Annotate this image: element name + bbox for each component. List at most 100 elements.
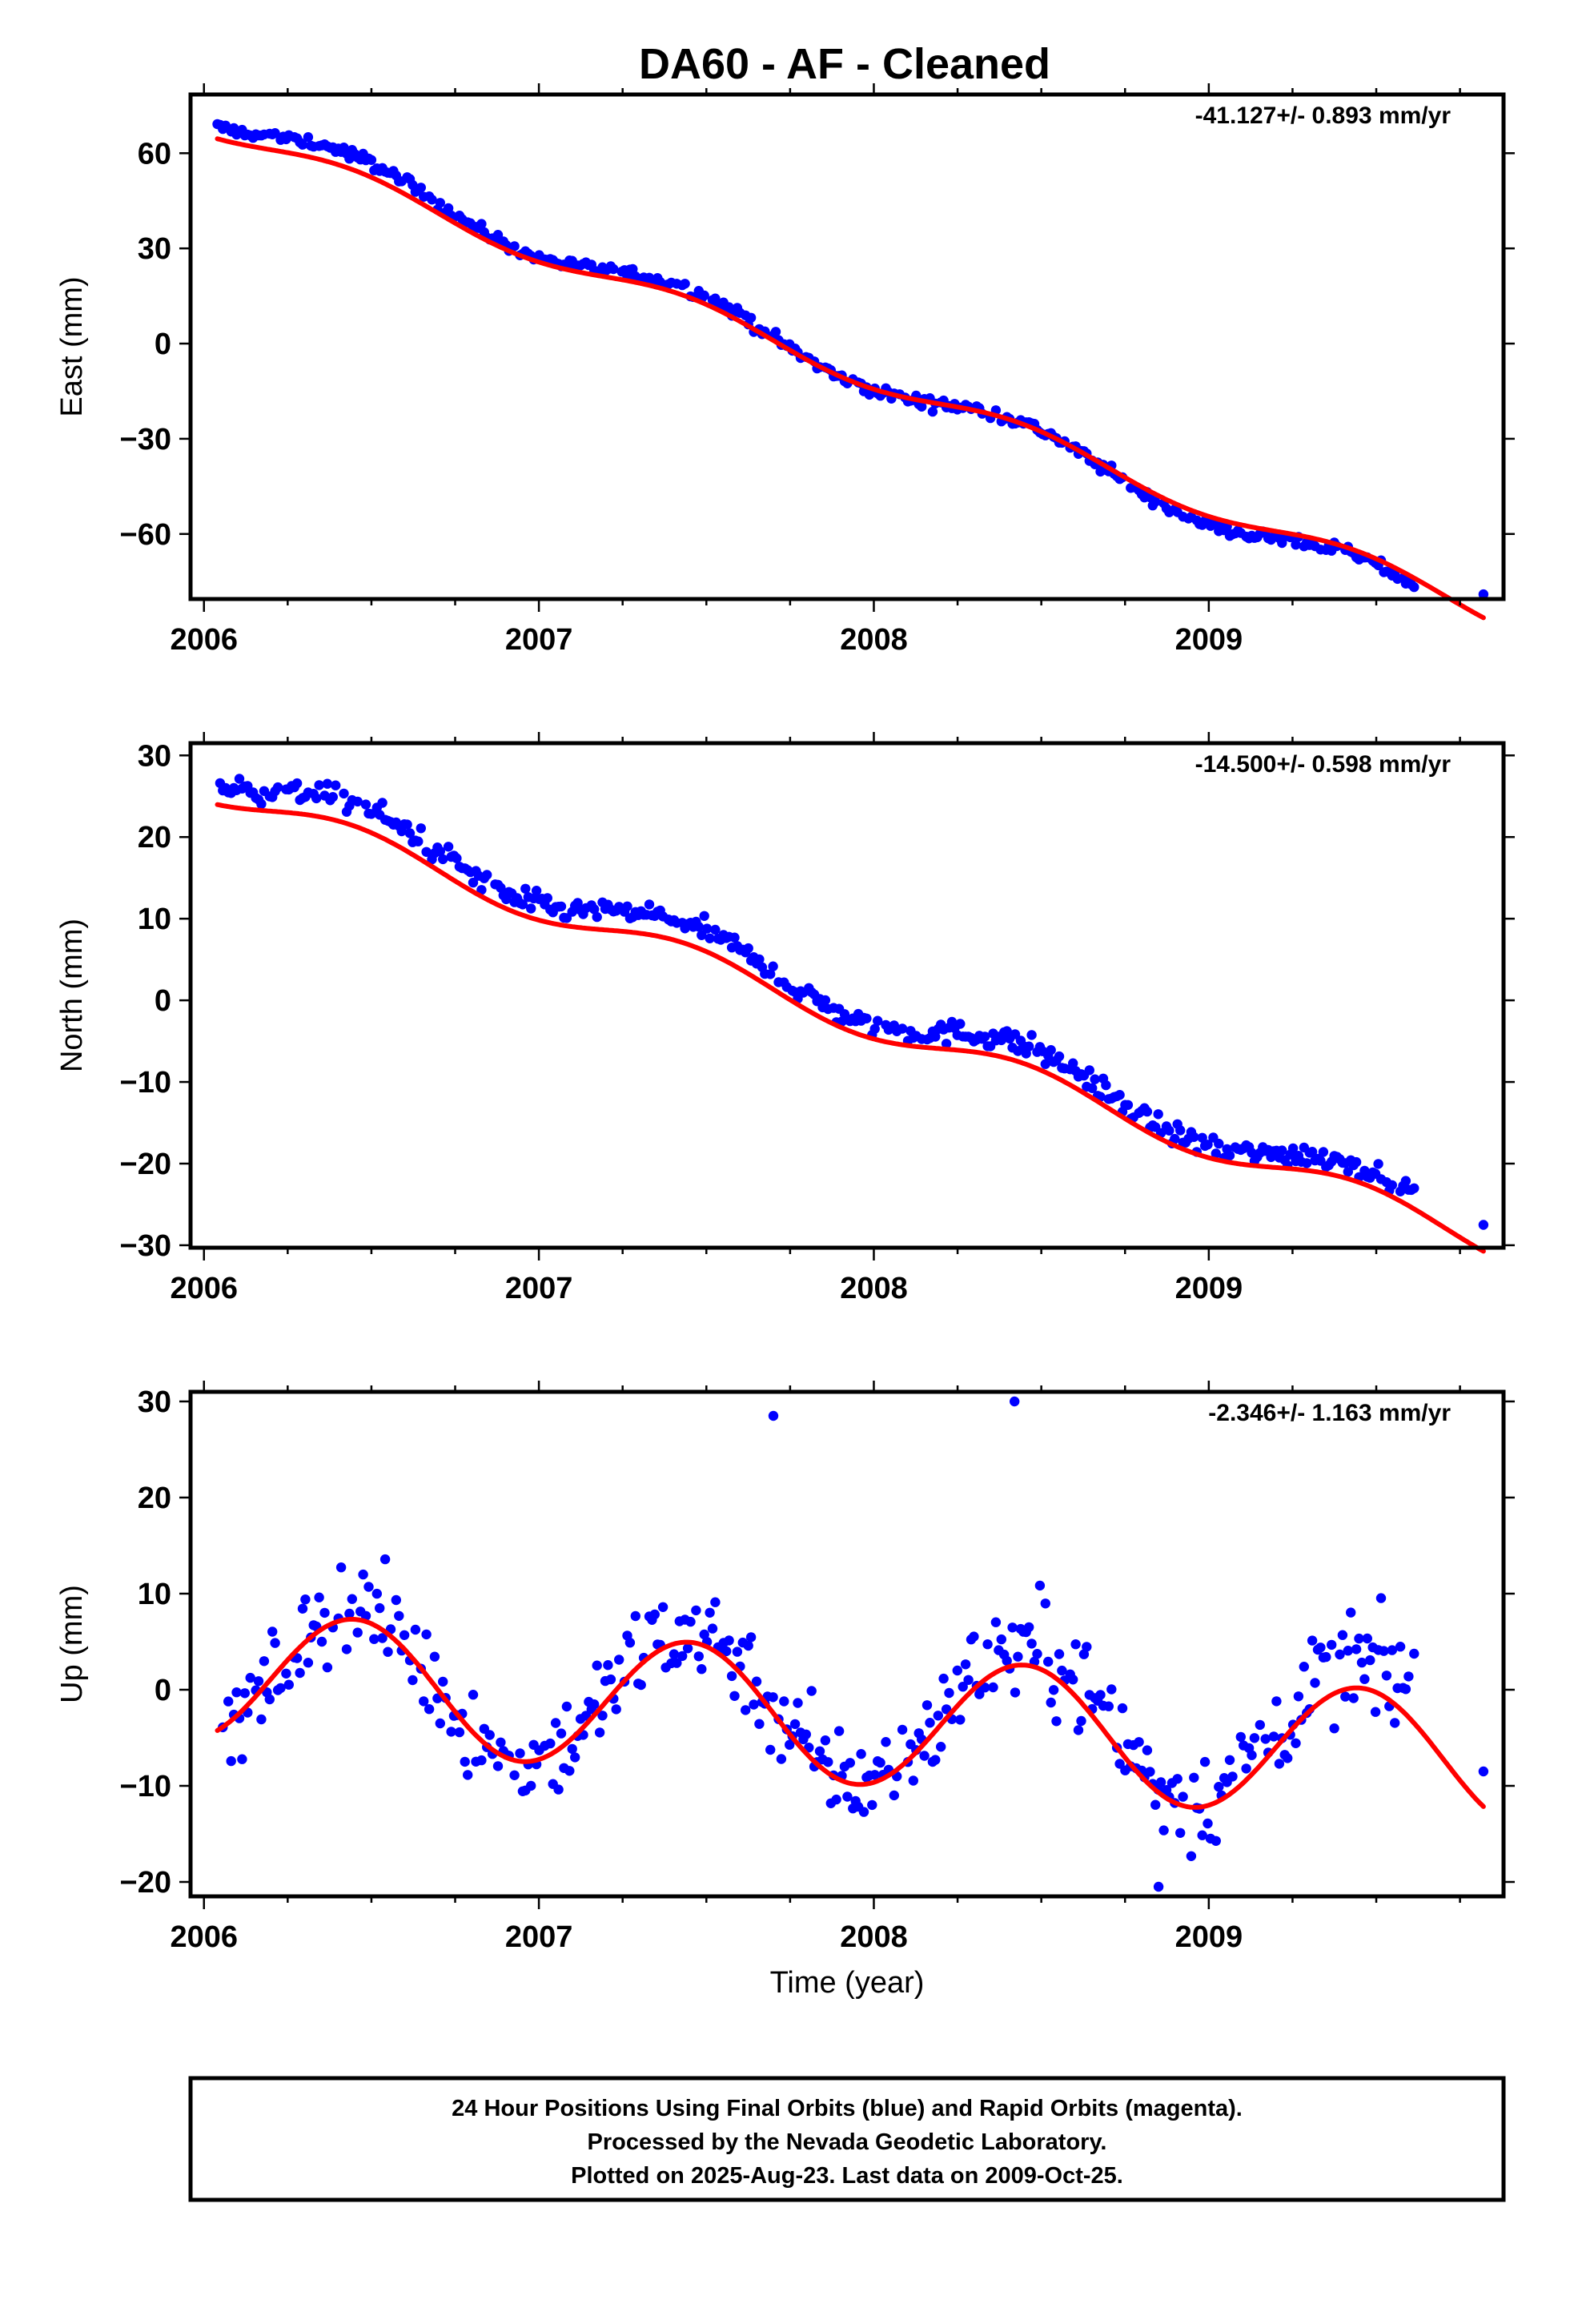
north-data-point [556,901,567,912]
up-data-point [1134,1737,1144,1747]
up-data-point [988,1682,998,1693]
up-data-point [779,1696,789,1707]
north-data-point [1189,1132,1199,1143]
up-data-point [245,1672,255,1683]
footer-line-2: Processed by the Nevada Geodetic Laborat… [588,2129,1107,2155]
north-data-point [754,954,765,965]
up-data-point [270,1638,280,1648]
north-data-point [1084,1065,1095,1076]
up-data-point [697,1664,707,1675]
up-data-point [1299,1662,1310,1672]
north-ytick-label: −10 [120,1066,171,1100]
north-plot-frame [188,741,1506,1250]
up-data-point [1197,1830,1207,1840]
up-data-point [785,1739,795,1750]
north-data-point [1068,1058,1078,1068]
up-data-point [335,1562,347,1573]
up-data-point [858,1807,869,1817]
up-data-point [391,1594,401,1606]
north-data-point [930,1031,941,1042]
up-data-point [283,1679,294,1690]
up-data-point [624,1638,636,1648]
up-data-point [589,1699,600,1710]
north-data-point [1026,1030,1037,1040]
up-data-point [856,1749,866,1759]
north-ytick-label: −30 [120,1229,171,1263]
up-data-point [1172,1774,1182,1784]
up-data-point [842,1791,853,1802]
east-data-point [770,327,781,337]
north-axis-ticks: −30 −20 −10 0 10 20 30 2006 2007 2008 2009 [120,732,1515,1305]
north-data-point [1024,1041,1034,1051]
up-data-point [980,1683,990,1693]
up-data-point [982,1639,993,1650]
up-data-point [1158,1825,1169,1835]
north-data-point [980,1031,990,1042]
up-data-point [371,1588,382,1599]
up-data-point [358,1569,368,1580]
up-xtick-label: 2009 [1175,1920,1243,1954]
up-data-point [823,1757,833,1767]
north-data-point [622,901,632,912]
north-data-point [1040,1059,1051,1069]
north-panel: −30 −20 −10 0 10 20 30 2006 2007 2008 2009 -14.500… [55,732,1515,1305]
east-ytick-label: 30 [138,232,171,266]
up-data-point [1082,1642,1092,1652]
north-data-point [1287,1143,1299,1154]
up-data-point [1337,1630,1348,1640]
up-data-point [1178,1791,1188,1802]
up-data-point [1241,1763,1251,1774]
north-data-point [1387,1180,1398,1191]
up-data-point [691,1605,701,1616]
up-data-point [454,1727,465,1738]
east-xtick-label: 2009 [1175,623,1243,657]
up-data-point [550,1718,561,1728]
up-data-point [944,1687,954,1699]
up-data-point [463,1770,473,1780]
up-data-point [960,1659,971,1670]
up-data-point [394,1610,404,1622]
up-data-point [383,1647,393,1657]
up-data-point [831,1794,841,1805]
north-data-point [1478,1220,1489,1230]
up-data-point [1199,1756,1211,1767]
north-data-point [435,846,445,857]
east-data-point [416,183,426,193]
up-data-point [1153,1881,1164,1892]
north-data-point [1277,1145,1287,1156]
up-ytick-label: 0 [155,1674,171,1707]
up-data-point [990,1617,1002,1627]
north-data-point [468,877,479,888]
north-data-point [1318,1147,1329,1157]
up-data-point [1103,1701,1114,1711]
up-data-point [1362,1633,1373,1644]
north-data-point [339,788,349,799]
north-data-point [697,930,707,941]
north-data-point [1400,1176,1411,1186]
north-data-point [1087,1083,1098,1094]
north-data-point [1373,1159,1383,1169]
up-data-point [316,1636,327,1647]
up-data-point [1354,1633,1364,1644]
north-data-point [897,1023,908,1034]
up-data-point [592,1660,602,1671]
east-data-point [745,312,757,323]
east-data-point [366,155,377,165]
north-y-axis-label: North (mm) [55,919,89,1072]
up-data-point [319,1607,330,1618]
north-data-point [1054,1051,1065,1062]
east-plot-frame [188,92,1506,601]
up-data-point [419,1696,429,1707]
x-axis-label: Time (year) [770,1966,925,2000]
up-data-point [1381,1671,1392,1681]
north-data-point [861,1013,872,1024]
up-data-point [1478,1766,1489,1777]
up-data-point [1346,1607,1356,1618]
north-data-point [1307,1147,1318,1157]
up-data-point [1227,1771,1238,1782]
up-data-point [933,1711,944,1721]
up-data-point [484,1730,495,1740]
east-axis-ticks: −60 −30 0 30 60 2006 2007 2008 2009 [120,83,1515,657]
up-data-point [1040,1598,1051,1609]
up-xtick-label: 2007 [505,1920,573,1954]
